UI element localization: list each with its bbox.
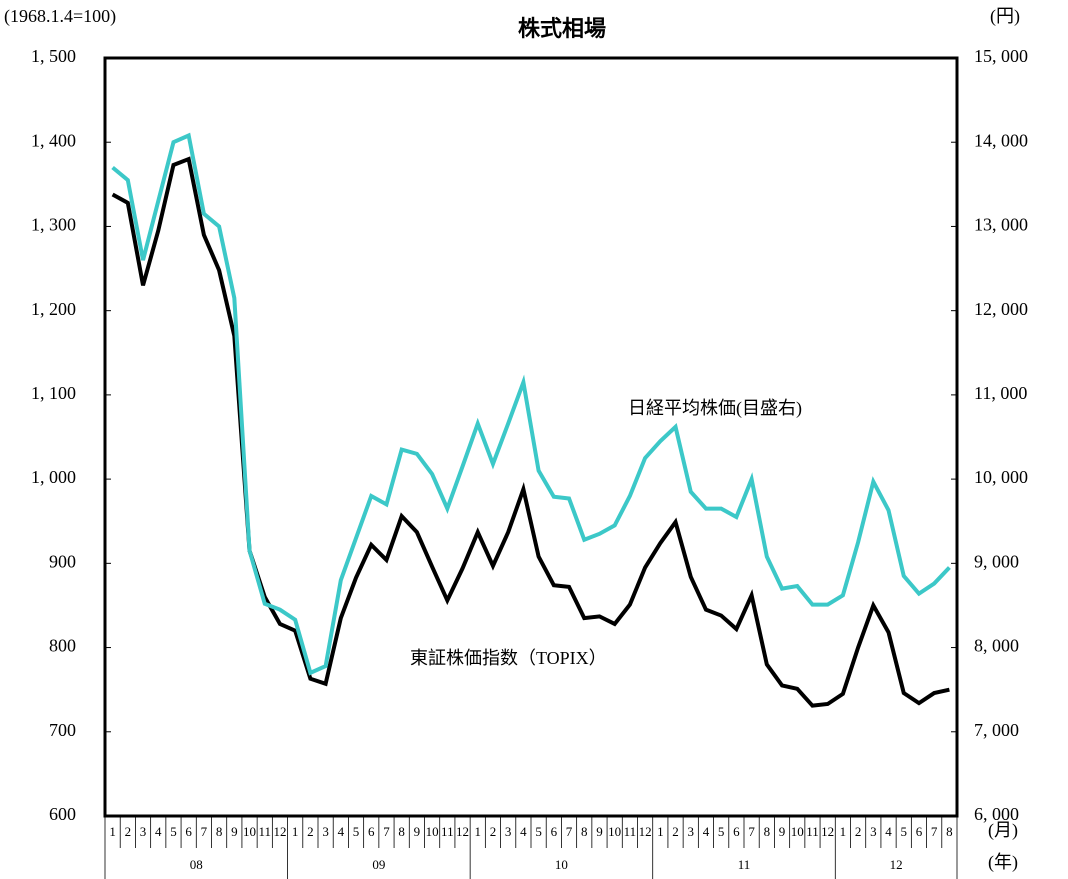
- x-tick-label: 2: [855, 824, 862, 839]
- x-group-label: 09: [372, 857, 385, 872]
- y2-tick-label: 8, 000: [974, 636, 1019, 656]
- x-tick-label: 12: [456, 824, 469, 839]
- y-tick-label: 900: [49, 551, 76, 571]
- x-tick-label: 4: [703, 824, 710, 839]
- x-tick-label: 1: [657, 824, 664, 839]
- y2-tick-label: 6, 000: [974, 804, 1019, 824]
- x-axis-label: (月): [988, 820, 1018, 841]
- x-tick-label: 8: [216, 824, 223, 839]
- y-tick-label: 1, 200: [31, 299, 76, 319]
- x-tick-label: 3: [505, 824, 512, 839]
- x-tick-label: 2: [672, 824, 679, 839]
- x-tick-label: 6: [368, 824, 375, 839]
- x-tick-label: 7: [931, 824, 938, 839]
- y2-tick-label: 15, 000: [974, 46, 1028, 66]
- x-tick-label: 12: [273, 824, 286, 839]
- x-group-label: 08: [190, 857, 203, 872]
- x-group-label: 12: [890, 857, 903, 872]
- y2-tick-label: 7, 000: [974, 720, 1019, 740]
- annotation: 東証株価指数（TOPIX）: [410, 648, 607, 668]
- x-tick-label: 7: [566, 824, 573, 839]
- x-tick-label: 4: [155, 824, 162, 839]
- y2-tick-label: 12, 000: [974, 299, 1028, 319]
- x-tick-label: 9: [596, 824, 603, 839]
- x-group-label: 11: [738, 857, 751, 872]
- data-line: [111, 132, 951, 676]
- x-tick-label: 4: [520, 824, 527, 839]
- x-tick-label: 3: [688, 824, 695, 839]
- x-tick-label: 8: [946, 824, 953, 839]
- x-tick-label: 5: [353, 824, 360, 839]
- x-tick-label: 1: [840, 824, 847, 839]
- x-tick-label: 8: [398, 824, 405, 839]
- x-tick-label: 6: [733, 824, 740, 839]
- x-tick-label: 11: [806, 824, 819, 839]
- x-tick-label: 11: [624, 824, 637, 839]
- x-tick-label: 5: [901, 824, 908, 839]
- x-tick-label: 2: [490, 824, 497, 839]
- y2-tick-label: 10, 000: [974, 467, 1028, 487]
- x-tick-label: 4: [885, 824, 892, 839]
- annotation: 日経平均株価(目盛右): [628, 398, 802, 419]
- y-tick-label: 1, 300: [31, 215, 76, 235]
- y-tick-label: 800: [49, 636, 76, 656]
- y-tick-label: 1, 100: [31, 383, 76, 403]
- x-tick-label: 3: [870, 824, 877, 839]
- y2-tick-label: 13, 000: [974, 215, 1028, 235]
- x-tick-label: 1: [109, 824, 116, 839]
- x-tick-label: 5: [535, 824, 542, 839]
- x-group-label: (年): [988, 852, 1018, 873]
- x-tick-label: 6: [551, 824, 558, 839]
- x-tick-label: 6: [185, 824, 192, 839]
- x-tick-label: 11: [258, 824, 271, 839]
- x-tick-label: 7: [201, 824, 208, 839]
- x-tick-label: 9: [779, 824, 786, 839]
- y-tick-label: 1, 000: [31, 467, 76, 487]
- x-tick-label: 1: [292, 824, 299, 839]
- x-tick-label: 4: [338, 824, 345, 839]
- x-tick-label: 11: [441, 824, 454, 839]
- chart-title: 株式相場: [518, 17, 606, 42]
- y2-tick-label: 14, 000: [974, 130, 1028, 150]
- x-tick-label: 10: [426, 824, 439, 839]
- x-tick-label: 3: [140, 824, 147, 839]
- x-tick-label: 10: [608, 824, 621, 839]
- x-tick-label: 2: [125, 824, 132, 839]
- x-tick-label: 8: [581, 824, 588, 839]
- x-tick-label: 12: [821, 824, 834, 839]
- x-group-label: 10: [555, 857, 568, 872]
- y-tick-label: 700: [49, 720, 76, 740]
- x-tick-label: 10: [243, 824, 256, 839]
- x-tick-label: 7: [748, 824, 755, 839]
- y-tick-label: 1, 400: [31, 130, 76, 150]
- x-tick-label: 5: [170, 824, 177, 839]
- x-tick-label: 7: [383, 824, 390, 839]
- y-axis-label: (1968.1.4=100): [4, 6, 116, 27]
- x-tick-label: 2: [307, 824, 314, 839]
- x-tick-label: 1: [475, 824, 482, 839]
- x-tick-label: 9: [231, 824, 238, 839]
- x-tick-label: 5: [718, 824, 725, 839]
- y-tick-label: 1, 500: [31, 46, 76, 66]
- x-tick-label: 8: [764, 824, 771, 839]
- y2-axis-label: (円): [990, 6, 1020, 27]
- y2-tick-label: 11, 000: [974, 383, 1027, 403]
- x-tick-label: 9: [414, 824, 421, 839]
- x-tick-label: 3: [322, 824, 329, 839]
- x-tick-label: 6: [916, 824, 923, 839]
- y2-tick-label: 9, 000: [974, 551, 1019, 571]
- y-tick-label: 600: [49, 804, 76, 824]
- x-tick-label: 12: [639, 824, 652, 839]
- x-tick-label: 10: [791, 824, 804, 839]
